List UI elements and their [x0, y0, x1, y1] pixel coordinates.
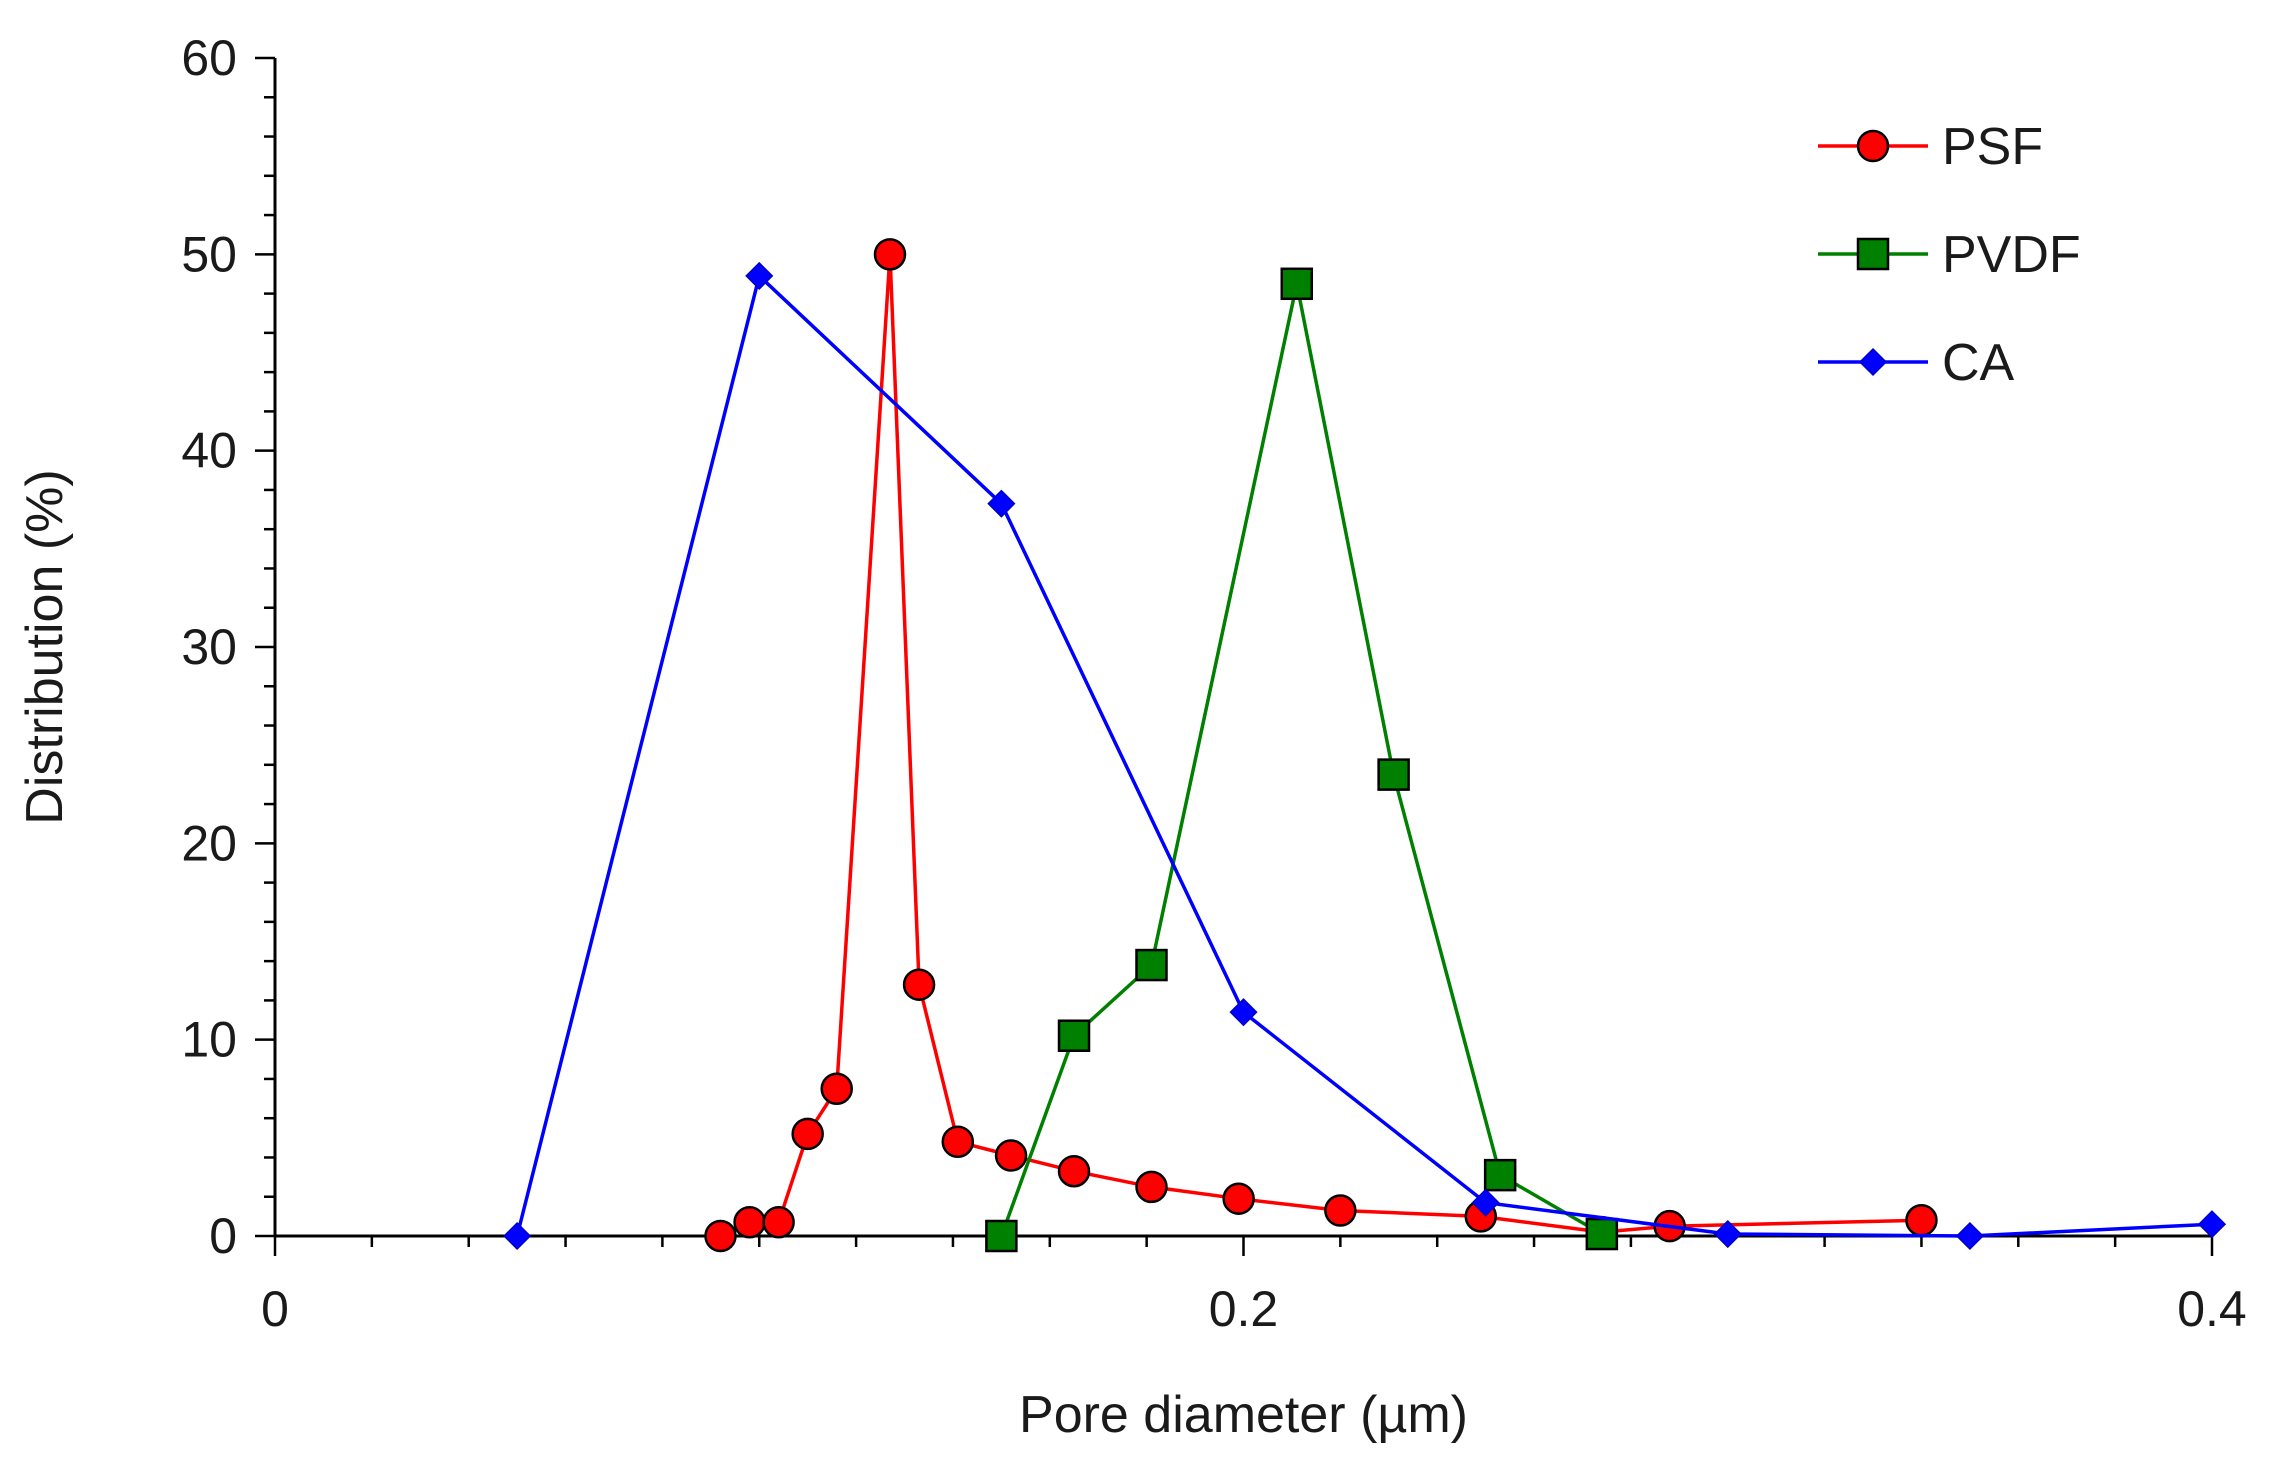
x-tick-label: 0 — [261, 1281, 289, 1337]
data-point-psf — [704, 1219, 737, 1253]
series-line-pvdf — [999, 283, 1603, 1237]
data-point-psf — [1905, 1204, 1938, 1237]
y-tick-label: 20 — [181, 815, 237, 871]
data-point-pvdf — [985, 1219, 1018, 1253]
series-pvdf — [985, 267, 1619, 1253]
legend-marker-ca — [1858, 347, 1888, 377]
series-layer — [503, 238, 2227, 1253]
data-point-pvdf — [1135, 948, 1168, 982]
legend-marker-pvdf — [1856, 237, 1890, 271]
data-point-pvdf — [1280, 267, 1314, 301]
legend-label-psf: PSF — [1942, 118, 2043, 176]
data-point-ca — [1471, 1188, 1500, 1217]
data-point-psf — [1057, 1154, 1091, 1188]
data-point-psf — [1135, 1170, 1168, 1204]
data-point-ca — [503, 1221, 532, 1251]
legend-item-pvdf: PVDF — [1818, 226, 2081, 284]
data-point-pvdf — [1585, 1217, 1619, 1251]
series-psf — [704, 238, 1938, 1253]
data-point-ca — [2197, 1210, 2227, 1239]
legend-item-ca: CA — [1818, 334, 2015, 392]
data-point-psf — [902, 968, 936, 1001]
y-tick-label: 50 — [181, 226, 237, 282]
x-tick-label: 0.4 — [2177, 1281, 2247, 1337]
data-point-ca — [987, 489, 1016, 518]
y-tick-label: 60 — [181, 30, 237, 86]
x-axis-title: Pore diameter (µm) — [1019, 1386, 1468, 1444]
legend-label-ca: CA — [1942, 334, 2015, 392]
x-tick-label: 0.2 — [1209, 1281, 1279, 1337]
data-point-psf — [941, 1125, 975, 1159]
data-point-psf — [791, 1117, 824, 1151]
series-ca — [503, 261, 2227, 1251]
series-line-ca — [515, 272, 2213, 1238]
data-point-psf — [1324, 1194, 1357, 1227]
legend-item-psf: PSF — [1818, 118, 2043, 176]
axes: 0 10 20 30 40 50 60 0 0.2 0.4 — [181, 30, 2246, 1337]
data-point-ca — [1713, 1219, 1742, 1249]
data-point-psf — [873, 238, 907, 271]
data-point-pvdf — [1057, 1019, 1091, 1052]
data-point-ca — [1955, 1221, 1984, 1251]
data-point-pvdf — [1483, 1158, 1517, 1192]
y-tick-label: 40 — [181, 423, 237, 479]
data-point-psf — [1222, 1182, 1255, 1215]
data-point-psf — [762, 1206, 795, 1239]
legend-label-pvdf: PVDF — [1942, 226, 2081, 284]
y-tick-label: 0 — [209, 1208, 237, 1264]
data-point-ca — [745, 261, 774, 290]
legend-marker-psf — [1856, 129, 1890, 163]
data-point-psf — [994, 1139, 1028, 1172]
y-tick-label: 10 — [181, 1012, 237, 1068]
data-point-psf — [820, 1072, 853, 1105]
legend: PSF PVDF CA — [1818, 118, 2081, 392]
data-point-psf — [733, 1206, 766, 1239]
y-tick-label: 30 — [181, 619, 237, 675]
data-point-ca — [1229, 998, 1258, 1027]
y-axis-title: Distribution (%) — [16, 469, 74, 824]
data-point-pvdf — [1377, 758, 1410, 791]
